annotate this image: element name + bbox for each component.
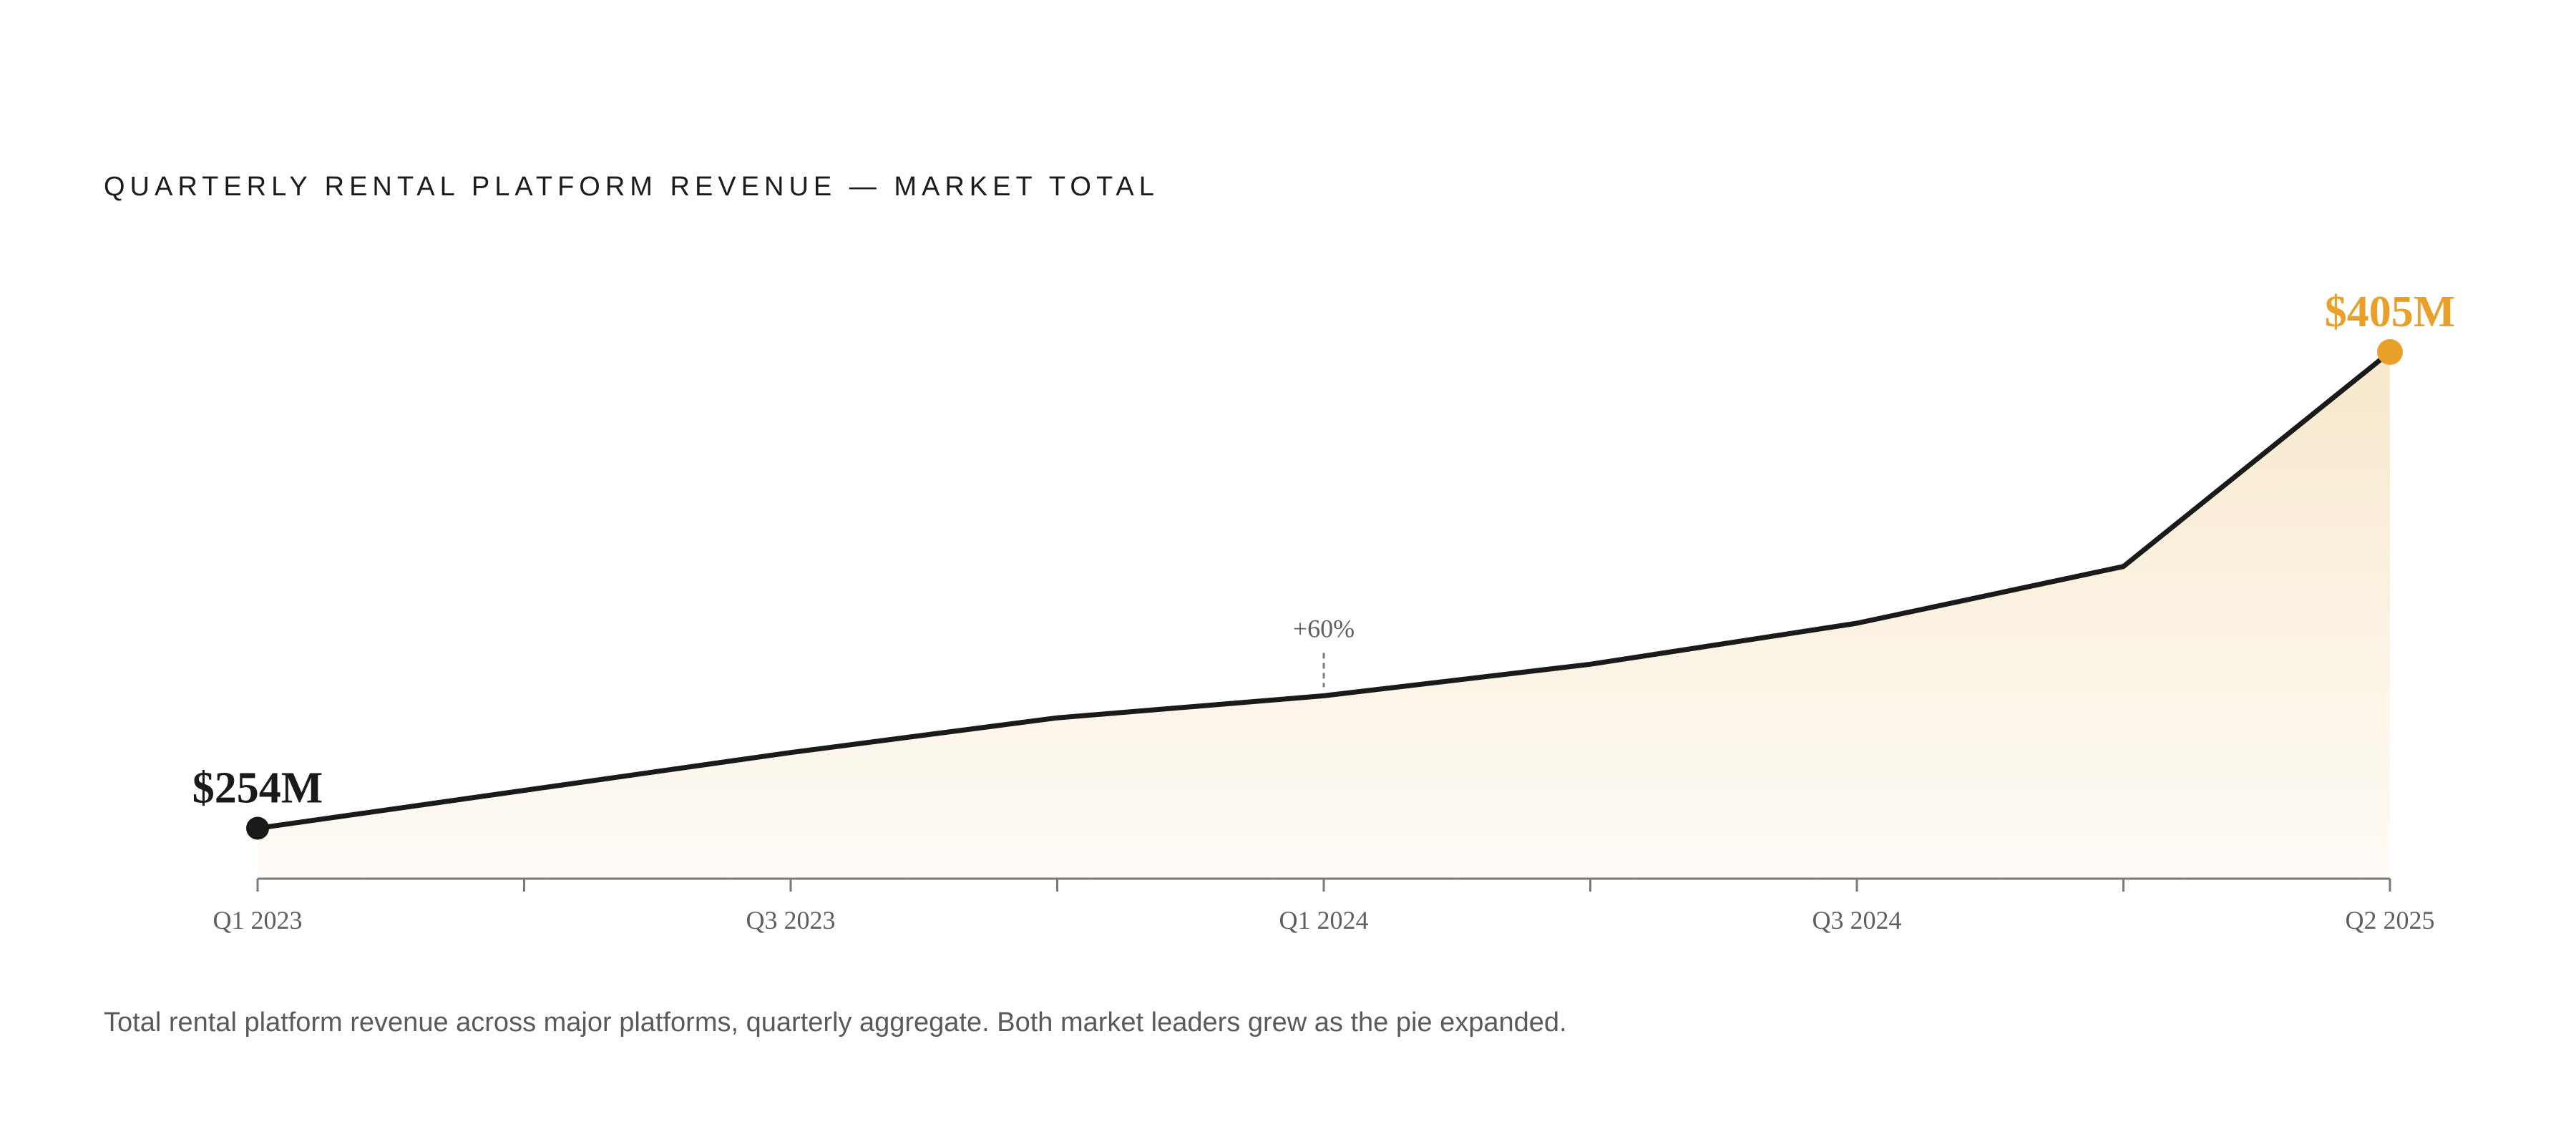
x-tick-label: Q1 2023	[213, 906, 303, 934]
annotation: +60%	[1293, 614, 1355, 688]
chart-caption: Total rental platform revenue across maj…	[104, 1007, 1567, 1038]
start-value-label: $254M	[192, 763, 323, 812]
x-axis-ticks	[256, 879, 2391, 892]
end-value-label: $405M	[2325, 288, 2456, 336]
x-axis-tick-labels: Q1 2023 Q3 2023 Q1 2024 Q3 2024 Q2 2025	[213, 906, 2435, 934]
x-tick-label: Q2 2025	[2346, 906, 2435, 934]
x-tick-label: Q3 2024	[1813, 906, 1902, 934]
start-point-marker	[246, 816, 269, 840]
x-tick-label: Q3 2023	[746, 906, 836, 934]
area-fill	[258, 352, 2390, 879]
x-tick-label: Q1 2024	[1279, 906, 1369, 934]
end-point-marker	[2377, 339, 2403, 366]
chart-title: QUARTERLY RENTAL PLATFORM REVENUE — MARK…	[104, 172, 1159, 202]
annotation-label: +60%	[1293, 614, 1355, 643]
series-line	[255, 349, 2393, 831]
